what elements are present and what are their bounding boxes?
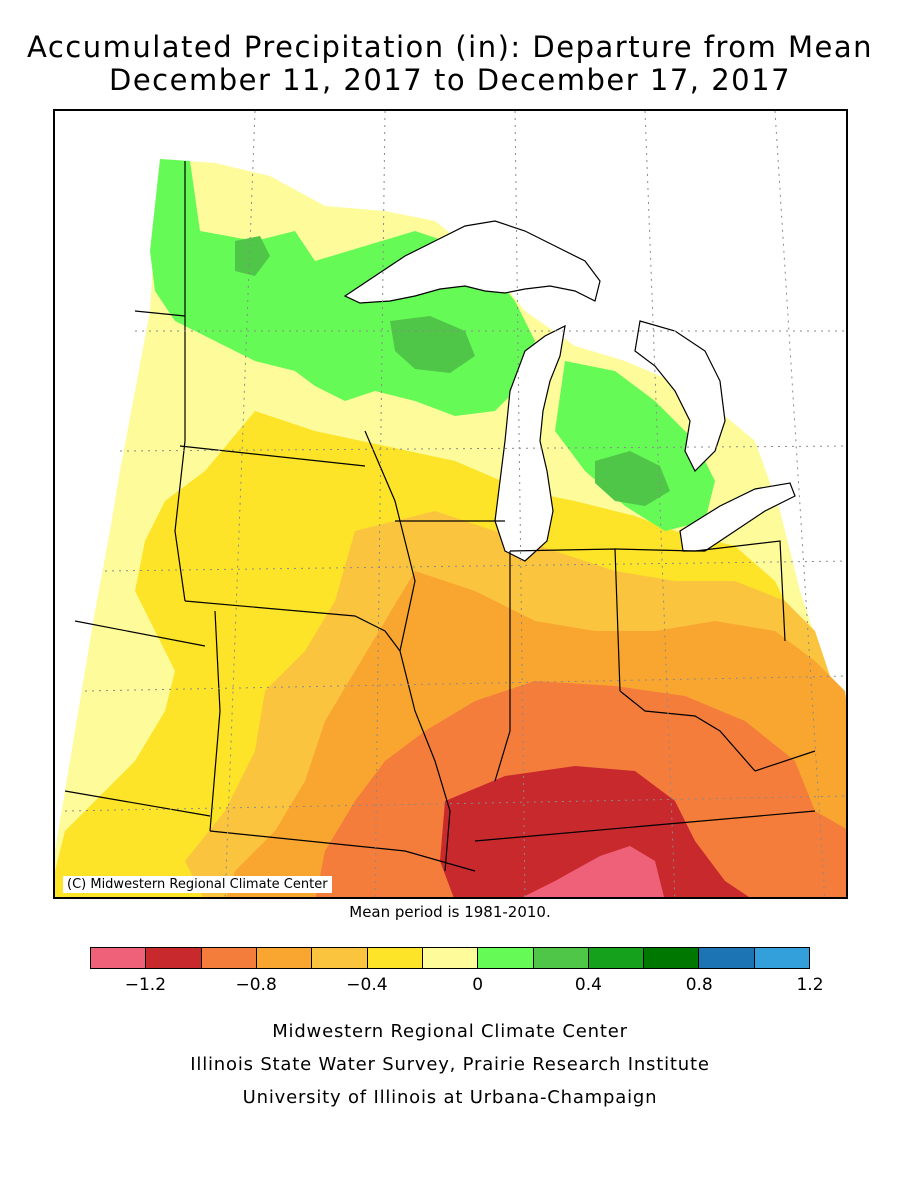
legend-swatch-6 [422, 948, 479, 968]
legend-tick-labels: −1.2 −0.8 −0.4 0 0.4 0.8 1.2 [0, 975, 900, 999]
legend-tick-5: 0.8 [685, 975, 713, 995]
footer-line1: Midwestern Regional Climate Center [272, 1021, 628, 1042]
precipitation-map: (C) Midwestern Regional Climate Center [53, 109, 848, 899]
legend-swatch-5 [367, 948, 423, 968]
legend-swatch-3 [256, 948, 313, 968]
legend-swatch-1 [146, 948, 202, 968]
legend-swatch-4 [312, 948, 368, 968]
state-boundaries [64, 161, 816, 872]
map-canvas [55, 111, 846, 897]
legend-swatch-2 [201, 948, 257, 968]
legend-swatch-10 [644, 948, 700, 968]
zone-wet-0.2-0.4-mi [595, 451, 670, 506]
footer-line2: Illinois State Water Survey, Prairie Res… [190, 1054, 710, 1075]
zone-below-minus-1.2 [523, 846, 664, 897]
legend-swatch-9 [588, 948, 645, 968]
legend-swatch-7 [478, 948, 534, 968]
zone-wet-0.2-0.4-nw [235, 236, 270, 276]
lake-superior [343, 220, 601, 304]
legend-tick-6: 1.2 [796, 975, 824, 995]
legend-tick-3: 0 [472, 975, 484, 995]
color-legend [90, 947, 810, 969]
zone-minus-1.2 [440, 766, 749, 897]
lake-huron [634, 320, 726, 473]
legend-tick-4: 0.4 [574, 975, 602, 995]
zone-wet-0-0.2-michigan [555, 361, 715, 531]
legend-swatch-0 [91, 948, 147, 968]
lake-michigan [494, 324, 566, 562]
legend-tick-1: −0.8 [235, 975, 277, 995]
legend-swatch-12 [754, 948, 810, 968]
legend-swatch-11 [699, 948, 755, 968]
graticule [64, 111, 846, 897]
map-copyright: (C) Midwestern Regional Climate Center [63, 876, 332, 893]
legend-swatch-8 [533, 948, 589, 968]
map-title-line1: Accumulated Precipitation (in): Departur… [26, 30, 874, 64]
map-title-line2: December 11, 2017 to December 17, 2017 [108, 63, 792, 97]
canada-area [190, 111, 846, 545]
mean-period-note: Mean period is 1981-2010. [349, 903, 551, 921]
zone-wet-0.2-0.4-wi [390, 316, 475, 373]
legend-tick-0: −1.2 [124, 975, 167, 995]
legend-tick-2: −0.4 [346, 975, 388, 995]
footer-line3: University of Illinois at Urbana-Champai… [242, 1087, 658, 1108]
